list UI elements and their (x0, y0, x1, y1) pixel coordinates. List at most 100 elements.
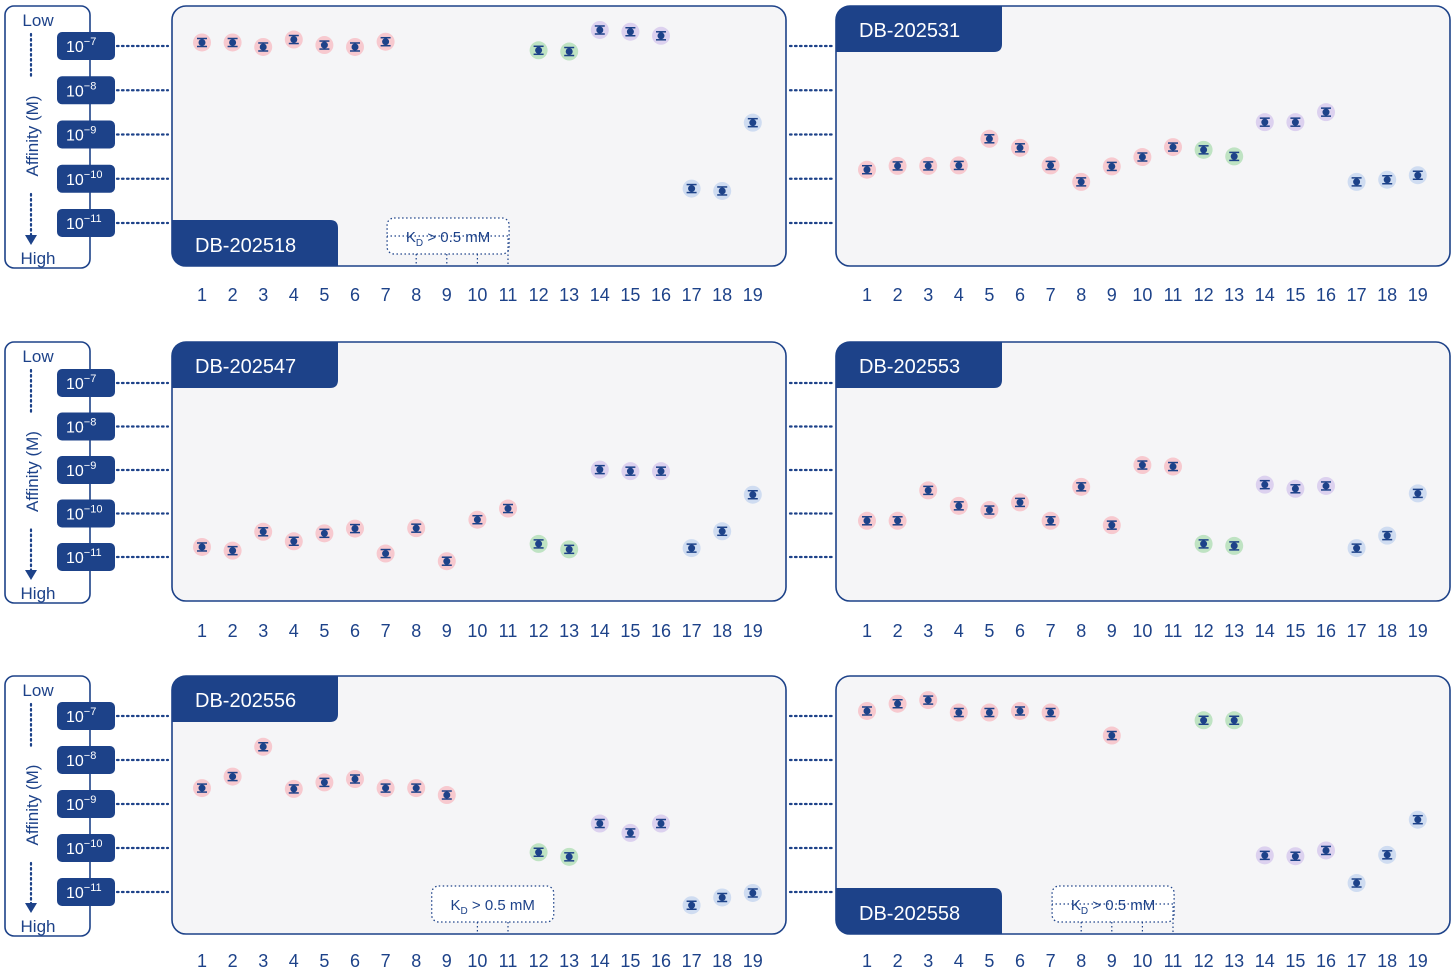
x-tick-label: 12 (529, 621, 549, 641)
y-axis-block: Low High Affinity (M) 10−7 10−8 10−9 10−10 10−1… (4, 5, 835, 269)
data-point (1072, 172, 1091, 191)
data-point (1194, 534, 1213, 553)
data-point (919, 481, 938, 500)
data-point-marker (565, 853, 573, 861)
x-tick-label: 7 (1046, 285, 1056, 305)
data-point-marker (565, 48, 573, 56)
data-point (590, 20, 609, 39)
data-point (713, 181, 732, 200)
x-tick-label: 17 (1347, 951, 1367, 971)
data-point (949, 156, 968, 175)
data-point (1225, 711, 1244, 730)
data-point-marker (657, 820, 665, 828)
y-tick-label: 10−10 (57, 499, 115, 528)
data-point-marker (1353, 178, 1361, 186)
data-point-marker (1383, 532, 1391, 540)
data-point-marker (924, 486, 932, 494)
data-point-marker (198, 784, 206, 792)
x-tick-label: 4 (289, 285, 299, 305)
data-point-marker (626, 28, 634, 36)
y-tick-label: 10−9 (57, 120, 115, 149)
x-tick-label: 18 (1377, 621, 1397, 641)
axis-low-label: Low (22, 681, 54, 700)
y-tick-label: 10−10 (57, 164, 115, 193)
data-point (1072, 477, 1091, 496)
x-tick-label: 2 (893, 951, 903, 971)
data-point (315, 773, 334, 792)
y-tick-box (57, 499, 115, 528)
data-point-marker (1169, 143, 1177, 151)
data-point (1133, 456, 1152, 475)
data-point (376, 544, 395, 563)
data-point (1347, 874, 1366, 893)
x-tick-label: 11 (1164, 951, 1183, 971)
x-tick-label: 15 (1285, 621, 1305, 641)
data-point-marker (504, 505, 512, 513)
data-point-marker (320, 41, 328, 49)
x-tick-label: 9 (442, 621, 452, 641)
data-point-marker (1230, 716, 1238, 724)
data-point-marker (718, 893, 726, 901)
data-point-marker (320, 529, 328, 537)
data-point-marker (443, 557, 451, 565)
data-point-marker (1291, 852, 1299, 860)
data-point (407, 779, 426, 798)
data-point (193, 33, 211, 52)
x-tick-label: 12 (529, 285, 549, 305)
x-tick-label: 13 (559, 621, 579, 641)
data-point (621, 462, 640, 481)
data-point (1194, 140, 1213, 159)
y-tick-label: 10−10 (57, 834, 115, 862)
x-tick-label: 11 (1164, 621, 1183, 641)
data-point (560, 42, 579, 61)
data-point (858, 511, 876, 530)
x-tick-label: 14 (1255, 285, 1275, 305)
y-tick-label: 10−7 (57, 32, 115, 60)
data-point (254, 737, 273, 756)
x-tick-label: 1 (197, 285, 207, 305)
data-point (1041, 156, 1060, 175)
data-point (919, 691, 938, 710)
axis-high-label: High (21, 917, 56, 936)
x-tick-label: 9 (442, 285, 452, 305)
x-tick-label: 14 (590, 621, 610, 641)
y-tick-text: 10−7 (66, 36, 96, 56)
x-tick-label: 8 (1076, 951, 1086, 971)
x-tick-label: 18 (712, 951, 732, 971)
x-tick-label: 16 (651, 285, 671, 305)
data-point (949, 703, 968, 722)
data-point (1102, 726, 1121, 745)
data-point-marker (863, 707, 871, 715)
x-tick-label: 15 (1285, 951, 1305, 971)
x-tick-label: 17 (1347, 285, 1367, 305)
x-tick-label: 7 (381, 285, 391, 305)
data-point (1378, 845, 1397, 864)
x-tick-label: 18 (712, 621, 732, 641)
data-point-marker (259, 528, 267, 536)
y-tick-box (57, 76, 115, 105)
data-point-marker (718, 527, 726, 535)
axis-low-label: Low (22, 11, 54, 30)
data-point (1255, 846, 1274, 865)
x-tick-label: 16 (651, 621, 671, 641)
data-point-marker (229, 773, 237, 781)
x-tick-label: 13 (559, 951, 579, 971)
x-tick-label: 6 (1015, 951, 1025, 971)
data-point-marker (955, 709, 963, 717)
data-point-marker (1230, 152, 1238, 160)
y-tick-box (57, 369, 115, 397)
data-point (560, 540, 579, 559)
x-tick-label: 9 (1107, 951, 1117, 971)
x-tick-label: 4 (954, 285, 964, 305)
data-point-marker (1261, 118, 1269, 126)
y-tick-box (57, 164, 115, 193)
x-tick-label: 10 (467, 951, 487, 971)
y-tick-label: 10−8 (57, 746, 115, 774)
panel-title-tab (172, 676, 338, 722)
data-point-marker (382, 550, 390, 558)
data-point (621, 22, 640, 41)
data-point-marker (1353, 544, 1361, 552)
data-point-marker (1353, 879, 1361, 887)
data-point-marker (1383, 176, 1391, 184)
